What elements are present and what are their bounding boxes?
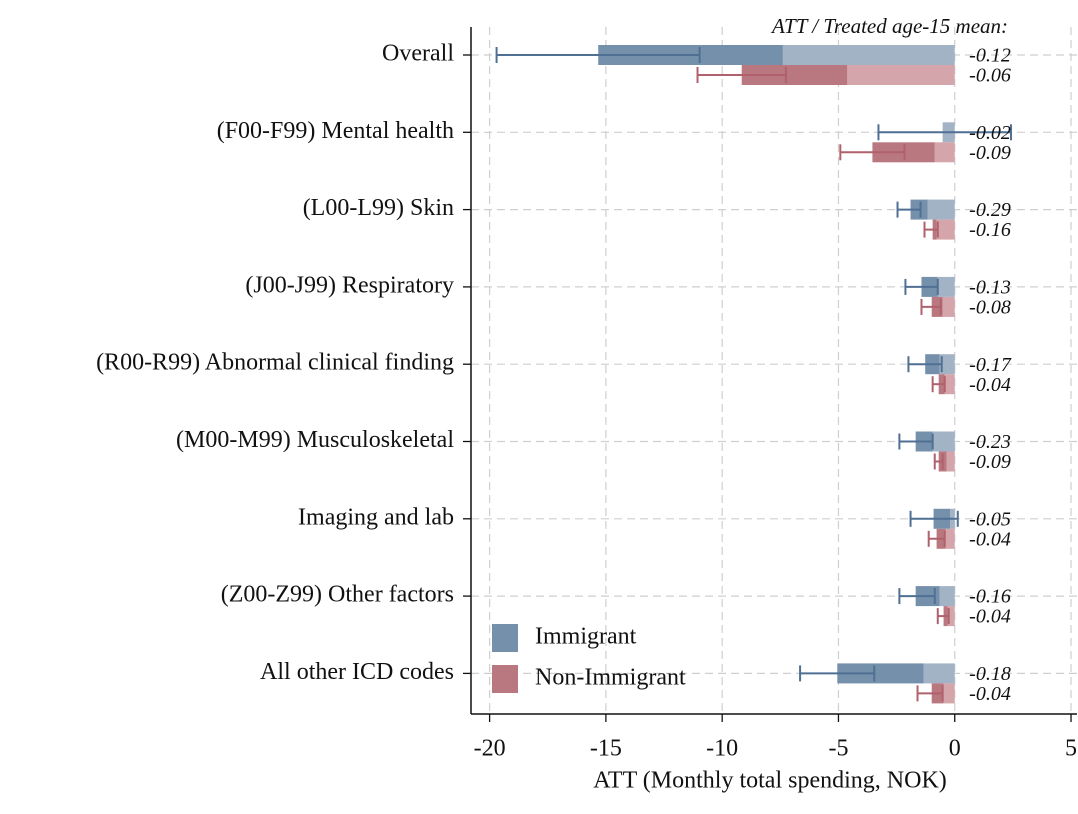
bar-light	[936, 219, 955, 240]
ratio-label: -0.09	[969, 142, 1011, 164]
ratio-label: -0.08	[969, 296, 1011, 318]
y-tick-label: (R00-R99) Abnormal clinical finding	[96, 350, 454, 376]
annotation: ATT / Treated age-15 mean:	[770, 14, 1008, 38]
y-tick-label: All other ICD codes	[260, 659, 454, 685]
ratio-label: -0.04	[969, 528, 1011, 550]
ratio-label: -0.29	[969, 199, 1011, 221]
bar-light	[847, 65, 955, 85]
ratio-label: -0.23	[969, 431, 1011, 453]
y-tick-label: (F00-F99) Mental health	[217, 118, 454, 144]
ratio-label: -0.16	[969, 586, 1011, 608]
ratio-label: -0.09	[969, 451, 1011, 473]
legend-label: Non-Immigrant	[535, 665, 686, 691]
bar-light	[946, 451, 955, 472]
x-tick-label: -20	[474, 736, 506, 762]
ratio-label: -0.13	[969, 276, 1011, 298]
x-tick-label: 0	[949, 736, 961, 762]
bar	[741, 65, 848, 85]
bar-light	[944, 374, 955, 395]
y-tick-label: (L00-L99) Skin	[303, 195, 454, 221]
legend-label: Immigrant	[535, 624, 637, 650]
x-tick-label: -15	[590, 736, 622, 762]
ratio-label: -0.04	[969, 374, 1011, 396]
bar-light	[934, 142, 955, 163]
bar-light	[939, 586, 955, 607]
bar-light	[923, 663, 955, 684]
legend-swatch	[492, 624, 518, 652]
ratio-label: -0.02	[969, 122, 1011, 144]
bar-light	[939, 354, 955, 375]
legend-swatch	[492, 665, 518, 693]
ratio-label: -0.12	[969, 45, 1011, 67]
bar-light	[782, 45, 955, 65]
y-tick-label: Overall	[382, 41, 454, 67]
x-tick-label: -10	[706, 736, 738, 762]
y-tick-label: (Z00-Z99) Other factors	[221, 582, 454, 608]
x-axis-label: ATT (Monthly total spending, NOK)	[593, 768, 947, 794]
y-tick-label: (M00-M99) Musculoskeletal	[176, 427, 454, 453]
bar-light	[927, 199, 955, 220]
ratio-label: -0.16	[969, 219, 1011, 241]
x-tick-label: -5	[828, 736, 848, 762]
ratio-label: -0.06	[969, 65, 1011, 87]
bar	[837, 663, 924, 684]
ratio-label: -0.04	[969, 683, 1011, 705]
bar-light	[947, 606, 955, 627]
bar-light	[937, 276, 955, 297]
bar-light	[943, 683, 955, 704]
y-tick-label: Imaging and lab	[298, 504, 454, 530]
ratio-label: -0.17	[969, 354, 1012, 376]
bar-light	[945, 528, 955, 549]
ratio-label: -0.18	[969, 663, 1011, 685]
ratio-label: -0.05	[969, 508, 1011, 530]
x-tick-label: 5	[1065, 736, 1077, 762]
bar-light	[932, 431, 955, 452]
bar-light	[942, 296, 955, 317]
ratio-label: -0.04	[969, 606, 1011, 628]
y-tick-label: (J00-J99) Respiratory	[245, 272, 454, 298]
